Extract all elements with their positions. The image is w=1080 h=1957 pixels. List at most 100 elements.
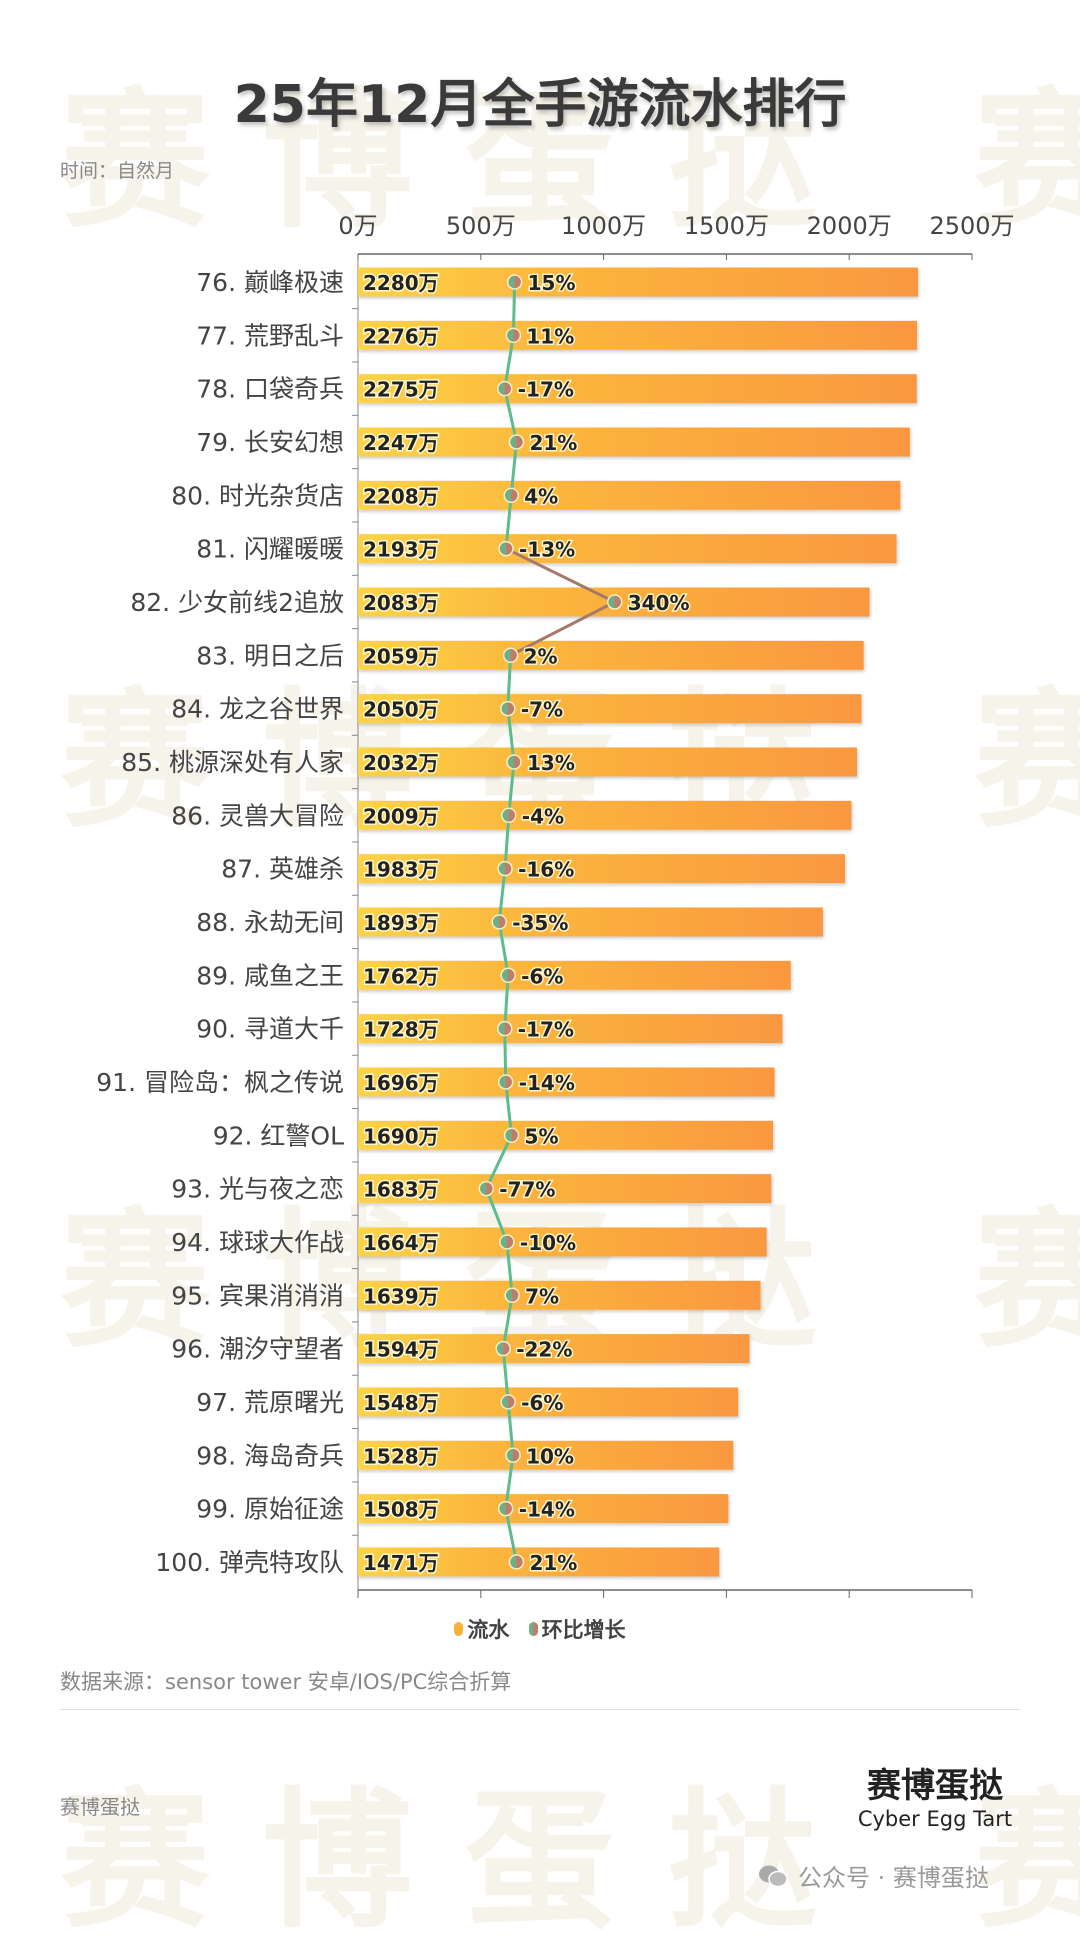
- growth-label: -13%: [519, 538, 575, 562]
- growth-point: [504, 1287, 520, 1304]
- growth-label: 5%: [525, 1124, 559, 1148]
- bar: [358, 427, 910, 457]
- category-label: 91. 冒险岛：枫之传说: [96, 1068, 344, 1097]
- bar-value-label: 1893万: [363, 911, 439, 935]
- legend-item-revenue: 流水: [454, 1614, 509, 1644]
- bar-value-label: 1762万: [363, 964, 439, 988]
- chart-title: 25年12月全手游流水排行: [233, 75, 847, 135]
- growth-point: [606, 594, 623, 610]
- bar-value-label: 1548万: [363, 1391, 439, 1415]
- growth-line-segment: [507, 761, 516, 816]
- growth-point: [505, 1447, 521, 1464]
- growth-line-segment: [505, 547, 616, 604]
- category-label: 92. 红警OL: [213, 1121, 344, 1150]
- growth-line-segment: [497, 868, 507, 923]
- growth-label: -7%: [521, 698, 563, 722]
- growth-line-segment: [506, 708, 516, 763]
- growth-point: [499, 1234, 515, 1250]
- bar: [358, 1014, 783, 1044]
- category-label: 100. 弹壳特攻队: [155, 1548, 344, 1577]
- bar-value-label: 1683万: [363, 1178, 439, 1202]
- growth-line-segment: [503, 975, 510, 1029]
- bar-value-label: 2009万: [363, 804, 439, 828]
- category-label: 98. 海岛奇兵: [196, 1441, 344, 1470]
- category-label: 83. 明日之后: [196, 641, 344, 670]
- bar: [358, 480, 901, 510]
- bar-value-label: 2247万: [363, 431, 439, 455]
- category-label: 87. 英雄杀: [221, 855, 344, 884]
- growth-label: -17%: [518, 1018, 574, 1042]
- x-tick-label: 2000万: [807, 212, 892, 240]
- category-label: 95. 宾果消消消: [171, 1281, 344, 1310]
- bar: [358, 320, 917, 350]
- growth-label: 21%: [529, 431, 577, 455]
- growth-label: 7%: [525, 1284, 559, 1308]
- bar-value-label: 1471万: [363, 1551, 439, 1575]
- growth-point: [497, 380, 513, 397]
- bar: [358, 694, 862, 724]
- legend-label: 流水: [467, 1618, 510, 1642]
- growth-label: 340%: [628, 591, 690, 615]
- growth-line-segment: [503, 815, 511, 869]
- growth-point: [497, 860, 513, 877]
- growth-label: -17%: [518, 378, 574, 402]
- growth-line-segment: [506, 655, 513, 709]
- wechat-account: 公众号 · 赛博蛋挞: [758, 1858, 989, 1893]
- bar: [358, 374, 917, 404]
- bar: [358, 1334, 750, 1364]
- growth-line-segment: [506, 1401, 515, 1456]
- growth-point: [500, 1394, 516, 1410]
- growth-line-segment: [501, 1348, 510, 1403]
- bar: [358, 267, 918, 297]
- growth-line-segment: [504, 495, 513, 549]
- growth-label: 2%: [524, 644, 558, 668]
- x-tick-label: 500万: [446, 212, 516, 240]
- growth-point: [501, 807, 517, 824]
- category-label: 85. 桃源深处有人家: [121, 748, 344, 777]
- growth-line-segment: [504, 1081, 514, 1136]
- bar-value-label: 2193万: [363, 538, 439, 562]
- growth-line-segment: [504, 1508, 518, 1563]
- legend: 流水 环比增长: [0, 1614, 1080, 1644]
- growth-point: [502, 647, 519, 664]
- bar-value-label: 1594万: [363, 1338, 439, 1362]
- bar: [358, 1494, 729, 1524]
- bar: [358, 1120, 774, 1150]
- bar-value-label: 1728万: [363, 1018, 439, 1042]
- x-tick-label: 1500万: [684, 212, 769, 240]
- category-label: 99. 原始征途: [196, 1495, 344, 1524]
- category-label: 82. 少女前线2追放: [130, 588, 344, 617]
- category-label: 78. 口袋奇兵: [196, 375, 344, 404]
- category-label: 81. 闪耀暖暖: [196, 535, 344, 564]
- growth-line-segment: [484, 1188, 509, 1243]
- brand-text: 赛博蛋挞: [60, 1795, 140, 1819]
- growth-point: [500, 967, 516, 984]
- bar-value-label: 1983万: [363, 858, 439, 882]
- bar: [358, 534, 897, 564]
- growth-line-segment: [503, 1028, 508, 1082]
- growth-label: -77%: [499, 1178, 555, 1202]
- growth-point: [500, 700, 516, 717]
- growth-line-segment: [505, 1241, 514, 1296]
- bar: [358, 1280, 761, 1310]
- legend-dot: [528, 1622, 538, 1636]
- growth-label: -16%: [518, 858, 574, 882]
- x-tick-label: 1000万: [561, 212, 646, 240]
- growth-label: -6%: [521, 964, 563, 988]
- growth-line-segment: [503, 335, 515, 389]
- bar: [358, 1174, 772, 1204]
- x-tick-label: 0万: [338, 212, 377, 240]
- bar: [358, 907, 823, 937]
- growth-point: [495, 1340, 511, 1357]
- growth-label: 13%: [527, 751, 575, 775]
- growth-point: [491, 914, 507, 930]
- bar-value-label: 2280万: [363, 271, 439, 295]
- growth-point: [498, 540, 514, 557]
- growth-line-segment: [509, 441, 518, 496]
- bar-value-label: 2032万: [363, 751, 439, 775]
- category-label: 89. 咸鱼之王: [196, 961, 344, 990]
- growth-label: 10%: [526, 1444, 574, 1468]
- growth-point: [505, 327, 522, 344]
- bar: [358, 1440, 734, 1470]
